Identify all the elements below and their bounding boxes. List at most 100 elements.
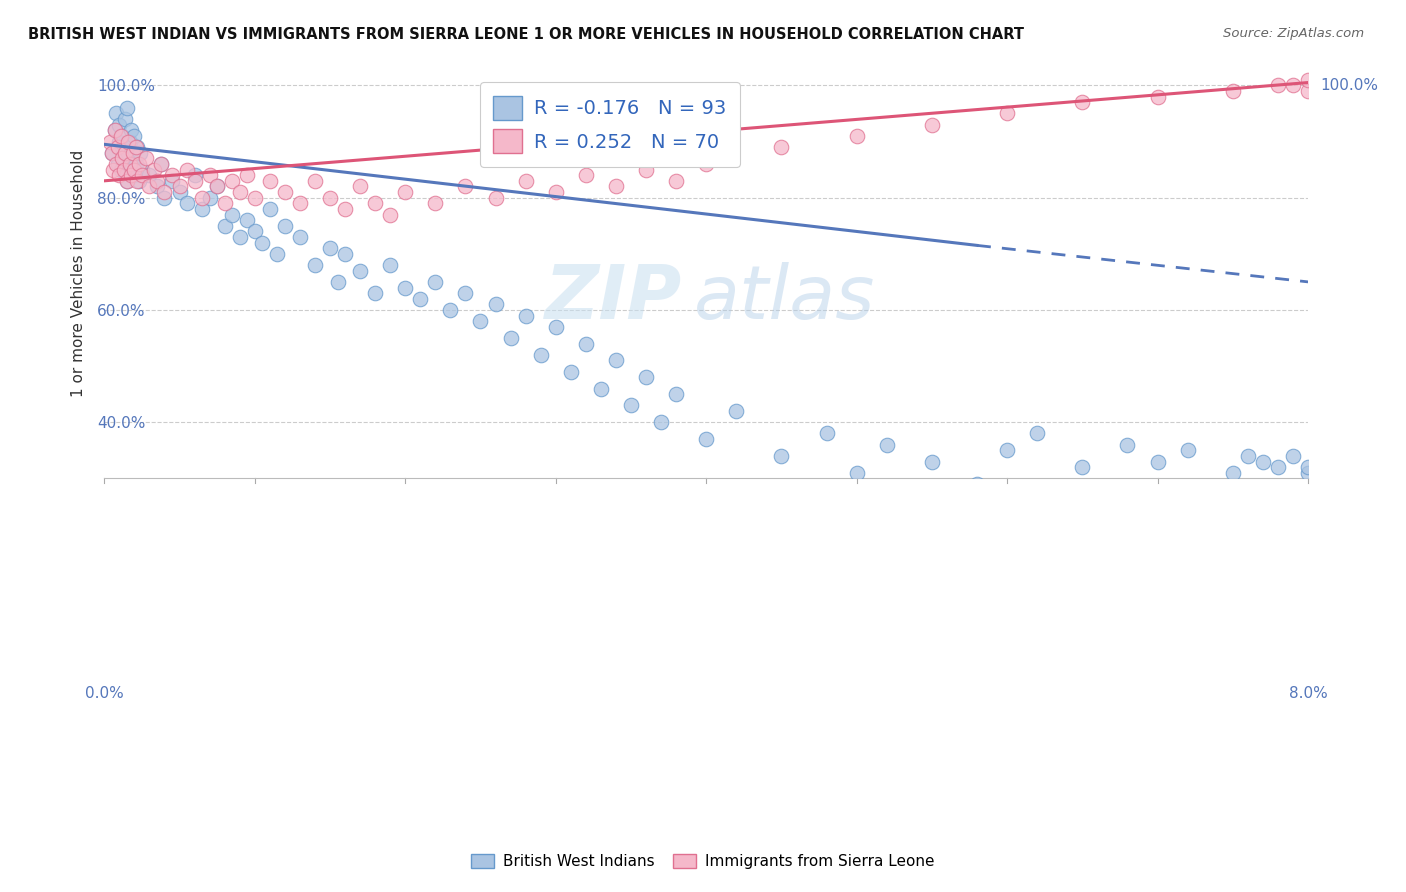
Point bbox=[111, 128, 134, 143]
Point bbox=[111, 152, 134, 166]
Point bbox=[236, 168, 259, 182]
Point bbox=[1267, 78, 1289, 93]
Point bbox=[110, 128, 132, 143]
Point bbox=[198, 168, 221, 182]
Point bbox=[115, 174, 138, 188]
Point bbox=[150, 157, 173, 171]
Point bbox=[530, 348, 553, 362]
Point bbox=[114, 112, 136, 126]
Point bbox=[319, 191, 342, 205]
Point bbox=[221, 174, 243, 188]
Point bbox=[394, 280, 416, 294]
Point bbox=[439, 302, 461, 317]
Point bbox=[665, 387, 688, 401]
Point bbox=[243, 224, 266, 238]
Point bbox=[695, 157, 717, 171]
Point bbox=[409, 292, 432, 306]
Text: ZIP: ZIP bbox=[546, 261, 682, 334]
Point bbox=[146, 179, 169, 194]
Point bbox=[288, 196, 311, 211]
Point bbox=[103, 162, 125, 177]
Point bbox=[131, 162, 153, 177]
Point bbox=[1296, 460, 1319, 475]
Point bbox=[695, 432, 717, 446]
Point bbox=[380, 258, 402, 272]
Point bbox=[499, 331, 522, 345]
Point bbox=[104, 123, 127, 137]
Point bbox=[117, 135, 139, 149]
Legend: British West Indians, Immigrants from Sierra Leone: British West Indians, Immigrants from Si… bbox=[465, 848, 941, 875]
Point bbox=[1296, 72, 1319, 87]
Point bbox=[107, 157, 129, 171]
Point bbox=[1222, 466, 1244, 480]
Point bbox=[1071, 95, 1094, 110]
Point bbox=[1116, 438, 1139, 452]
Point bbox=[425, 275, 447, 289]
Point bbox=[605, 179, 627, 194]
Point bbox=[770, 449, 793, 463]
Point bbox=[160, 168, 183, 182]
Point bbox=[118, 157, 141, 171]
Point bbox=[876, 438, 898, 452]
Point bbox=[484, 297, 506, 311]
Point bbox=[228, 230, 250, 244]
Text: atlas: atlas bbox=[695, 262, 876, 334]
Point bbox=[236, 213, 259, 227]
Text: Source: ZipAtlas.com: Source: ZipAtlas.com bbox=[1223, 27, 1364, 40]
Point bbox=[252, 235, 274, 250]
Point bbox=[104, 123, 127, 137]
Point bbox=[575, 168, 598, 182]
Point bbox=[966, 477, 988, 491]
Point bbox=[770, 140, 793, 154]
Point bbox=[288, 230, 311, 244]
Point bbox=[274, 219, 297, 233]
Point bbox=[153, 185, 176, 199]
Point bbox=[120, 168, 142, 182]
Point bbox=[127, 174, 149, 188]
Point bbox=[214, 196, 236, 211]
Point bbox=[634, 370, 657, 384]
Point bbox=[108, 118, 131, 132]
Point bbox=[127, 140, 149, 154]
Point bbox=[560, 365, 582, 379]
Point bbox=[425, 196, 447, 211]
Point bbox=[815, 426, 838, 441]
Point bbox=[1251, 454, 1274, 468]
Point bbox=[1071, 460, 1094, 475]
Point bbox=[111, 140, 134, 154]
Point bbox=[138, 179, 160, 194]
Point bbox=[1282, 449, 1305, 463]
Point bbox=[191, 202, 214, 216]
Point bbox=[114, 145, 136, 160]
Point bbox=[221, 207, 243, 221]
Point bbox=[995, 106, 1018, 120]
Point bbox=[120, 123, 142, 137]
Point bbox=[125, 140, 148, 154]
Point bbox=[575, 336, 598, 351]
Point bbox=[1026, 426, 1049, 441]
Point bbox=[1282, 78, 1305, 93]
Point bbox=[228, 185, 250, 199]
Point bbox=[1146, 454, 1168, 468]
Point bbox=[124, 128, 146, 143]
Point bbox=[107, 140, 129, 154]
Point bbox=[183, 168, 205, 182]
Point bbox=[122, 145, 145, 160]
Point bbox=[1296, 466, 1319, 480]
Point bbox=[349, 263, 371, 277]
Point bbox=[214, 219, 236, 233]
Point bbox=[515, 309, 537, 323]
Point bbox=[135, 152, 157, 166]
Point bbox=[1146, 89, 1168, 103]
Point bbox=[1296, 84, 1319, 98]
Y-axis label: 1 or more Vehicles in Household: 1 or more Vehicles in Household bbox=[72, 150, 86, 397]
Point bbox=[183, 174, 205, 188]
Point bbox=[364, 286, 387, 301]
Point bbox=[124, 168, 146, 182]
Point bbox=[333, 247, 356, 261]
Point bbox=[108, 168, 131, 182]
Point bbox=[125, 157, 148, 171]
Point bbox=[115, 174, 138, 188]
Point bbox=[259, 202, 281, 216]
Point bbox=[1222, 84, 1244, 98]
